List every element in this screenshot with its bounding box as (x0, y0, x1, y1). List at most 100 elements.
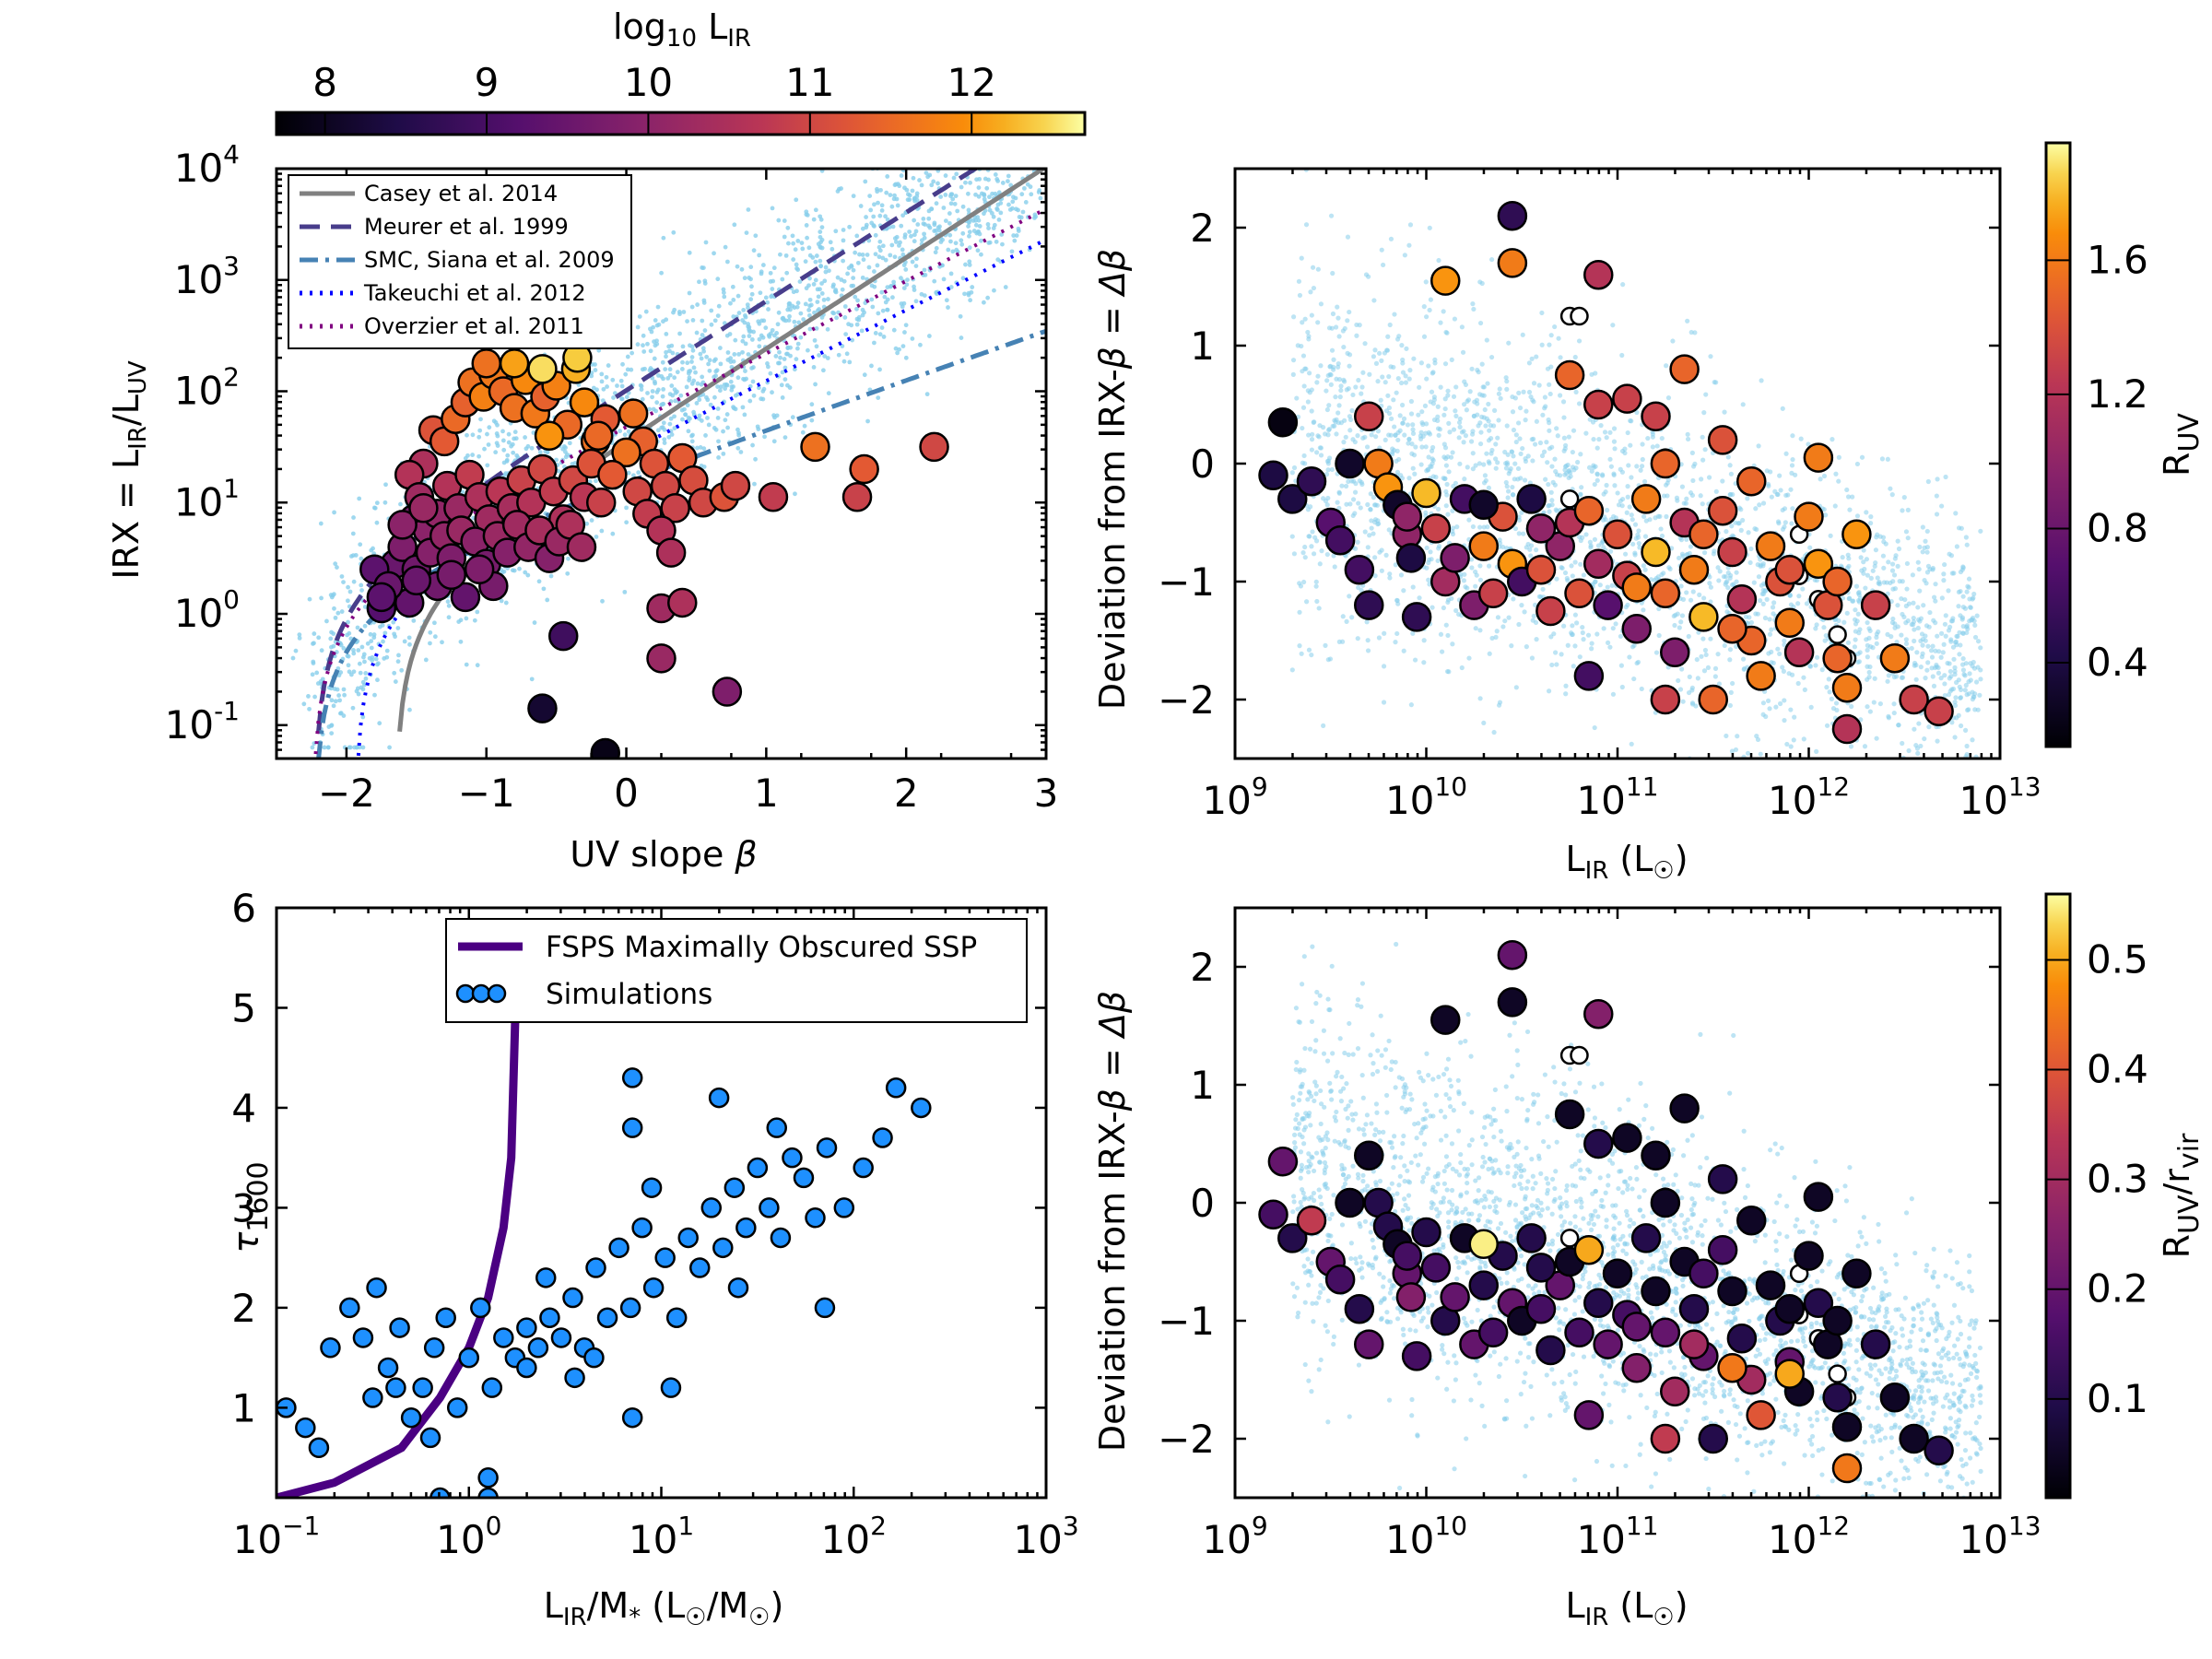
background-point (1453, 413, 1459, 419)
background-point (1502, 449, 1508, 455)
background-point (1964, 542, 1970, 547)
background-point (1349, 615, 1355, 620)
background-point (1976, 769, 1981, 773)
background-point (1411, 356, 1417, 361)
background-point (554, 457, 559, 463)
background-point (375, 677, 380, 683)
background-point (1325, 428, 1332, 433)
background-point (1557, 393, 1563, 398)
background-point (1388, 236, 1394, 241)
background-point (1559, 565, 1565, 571)
background-point (1773, 704, 1779, 710)
background-point (1352, 546, 1359, 551)
background-point (1641, 563, 1646, 569)
background-point (407, 707, 412, 712)
background-point (1923, 538, 1928, 544)
background-point (620, 361, 625, 367)
background-point (751, 393, 757, 398)
background-point (975, 248, 981, 253)
background-point (994, 147, 999, 151)
background-point (1331, 553, 1336, 559)
background-point (1603, 489, 1608, 495)
background-point (1554, 426, 1559, 431)
background-point (1895, 624, 1900, 629)
background-point (976, 185, 982, 190)
background-point (679, 367, 685, 371)
background-point (1306, 432, 1312, 438)
background-point (1377, 549, 1382, 555)
background-point (910, 188, 915, 194)
background-point (799, 241, 805, 245)
background-point (1658, 526, 1664, 532)
background-point (618, 378, 624, 383)
background-point (654, 341, 660, 347)
background-point (795, 300, 801, 306)
background-point (929, 182, 935, 188)
background-point (800, 246, 806, 252)
background-point (879, 289, 885, 295)
background-point (1622, 551, 1629, 557)
background-point (655, 428, 661, 433)
background-point (895, 203, 900, 208)
background-point (702, 328, 708, 333)
background-point (1441, 454, 1447, 460)
background-point (1629, 475, 1634, 480)
background-point (1954, 715, 1959, 721)
background-point (762, 434, 767, 440)
background-point (1653, 576, 1659, 582)
background-point (1855, 611, 1861, 617)
background-point (650, 394, 654, 400)
background-point (1978, 528, 1983, 534)
background-point (1695, 676, 1700, 681)
background-point (1302, 461, 1308, 466)
background-point (816, 294, 821, 300)
background-point (1493, 465, 1499, 471)
background-point (606, 363, 611, 368)
background-point (1849, 703, 1854, 710)
background-point (1337, 394, 1343, 400)
background-point (357, 496, 362, 501)
data-point (499, 348, 530, 379)
background-point (1589, 641, 1594, 646)
background-point (744, 230, 749, 236)
background-point (1451, 394, 1457, 399)
background-point (1745, 496, 1750, 501)
background-point (1659, 435, 1665, 441)
background-point (1850, 494, 1855, 500)
background-point (1444, 330, 1450, 335)
background-point (723, 244, 728, 250)
background-point (1841, 619, 1847, 625)
background-point (1484, 416, 1489, 421)
background-point (705, 397, 711, 403)
background-point (974, 177, 979, 182)
background-point (1334, 376, 1339, 382)
background-point (851, 194, 856, 199)
background-point (1906, 747, 1912, 754)
background-point (785, 225, 791, 230)
background-point (1911, 615, 1916, 621)
background-point (1517, 405, 1524, 411)
background-point (959, 184, 964, 190)
background-point (432, 620, 437, 626)
background-point (1308, 289, 1313, 295)
background-point (1619, 684, 1625, 690)
background-point (1547, 509, 1552, 514)
background-point (864, 215, 868, 219)
background-point (1630, 541, 1636, 547)
data-point (527, 354, 558, 384)
background-point (1890, 616, 1896, 622)
background-point (464, 616, 469, 621)
background-point (1410, 427, 1416, 432)
background-point (1856, 599, 1862, 605)
background-point (1919, 631, 1925, 637)
background-point (1881, 565, 1887, 571)
background-point (1406, 441, 1411, 446)
background-point (600, 598, 605, 604)
background-point (589, 373, 594, 379)
background-point (653, 318, 658, 323)
background-point (1724, 733, 1729, 739)
background-point (740, 349, 745, 355)
background-point (1638, 467, 1643, 473)
background-point (1418, 360, 1424, 366)
